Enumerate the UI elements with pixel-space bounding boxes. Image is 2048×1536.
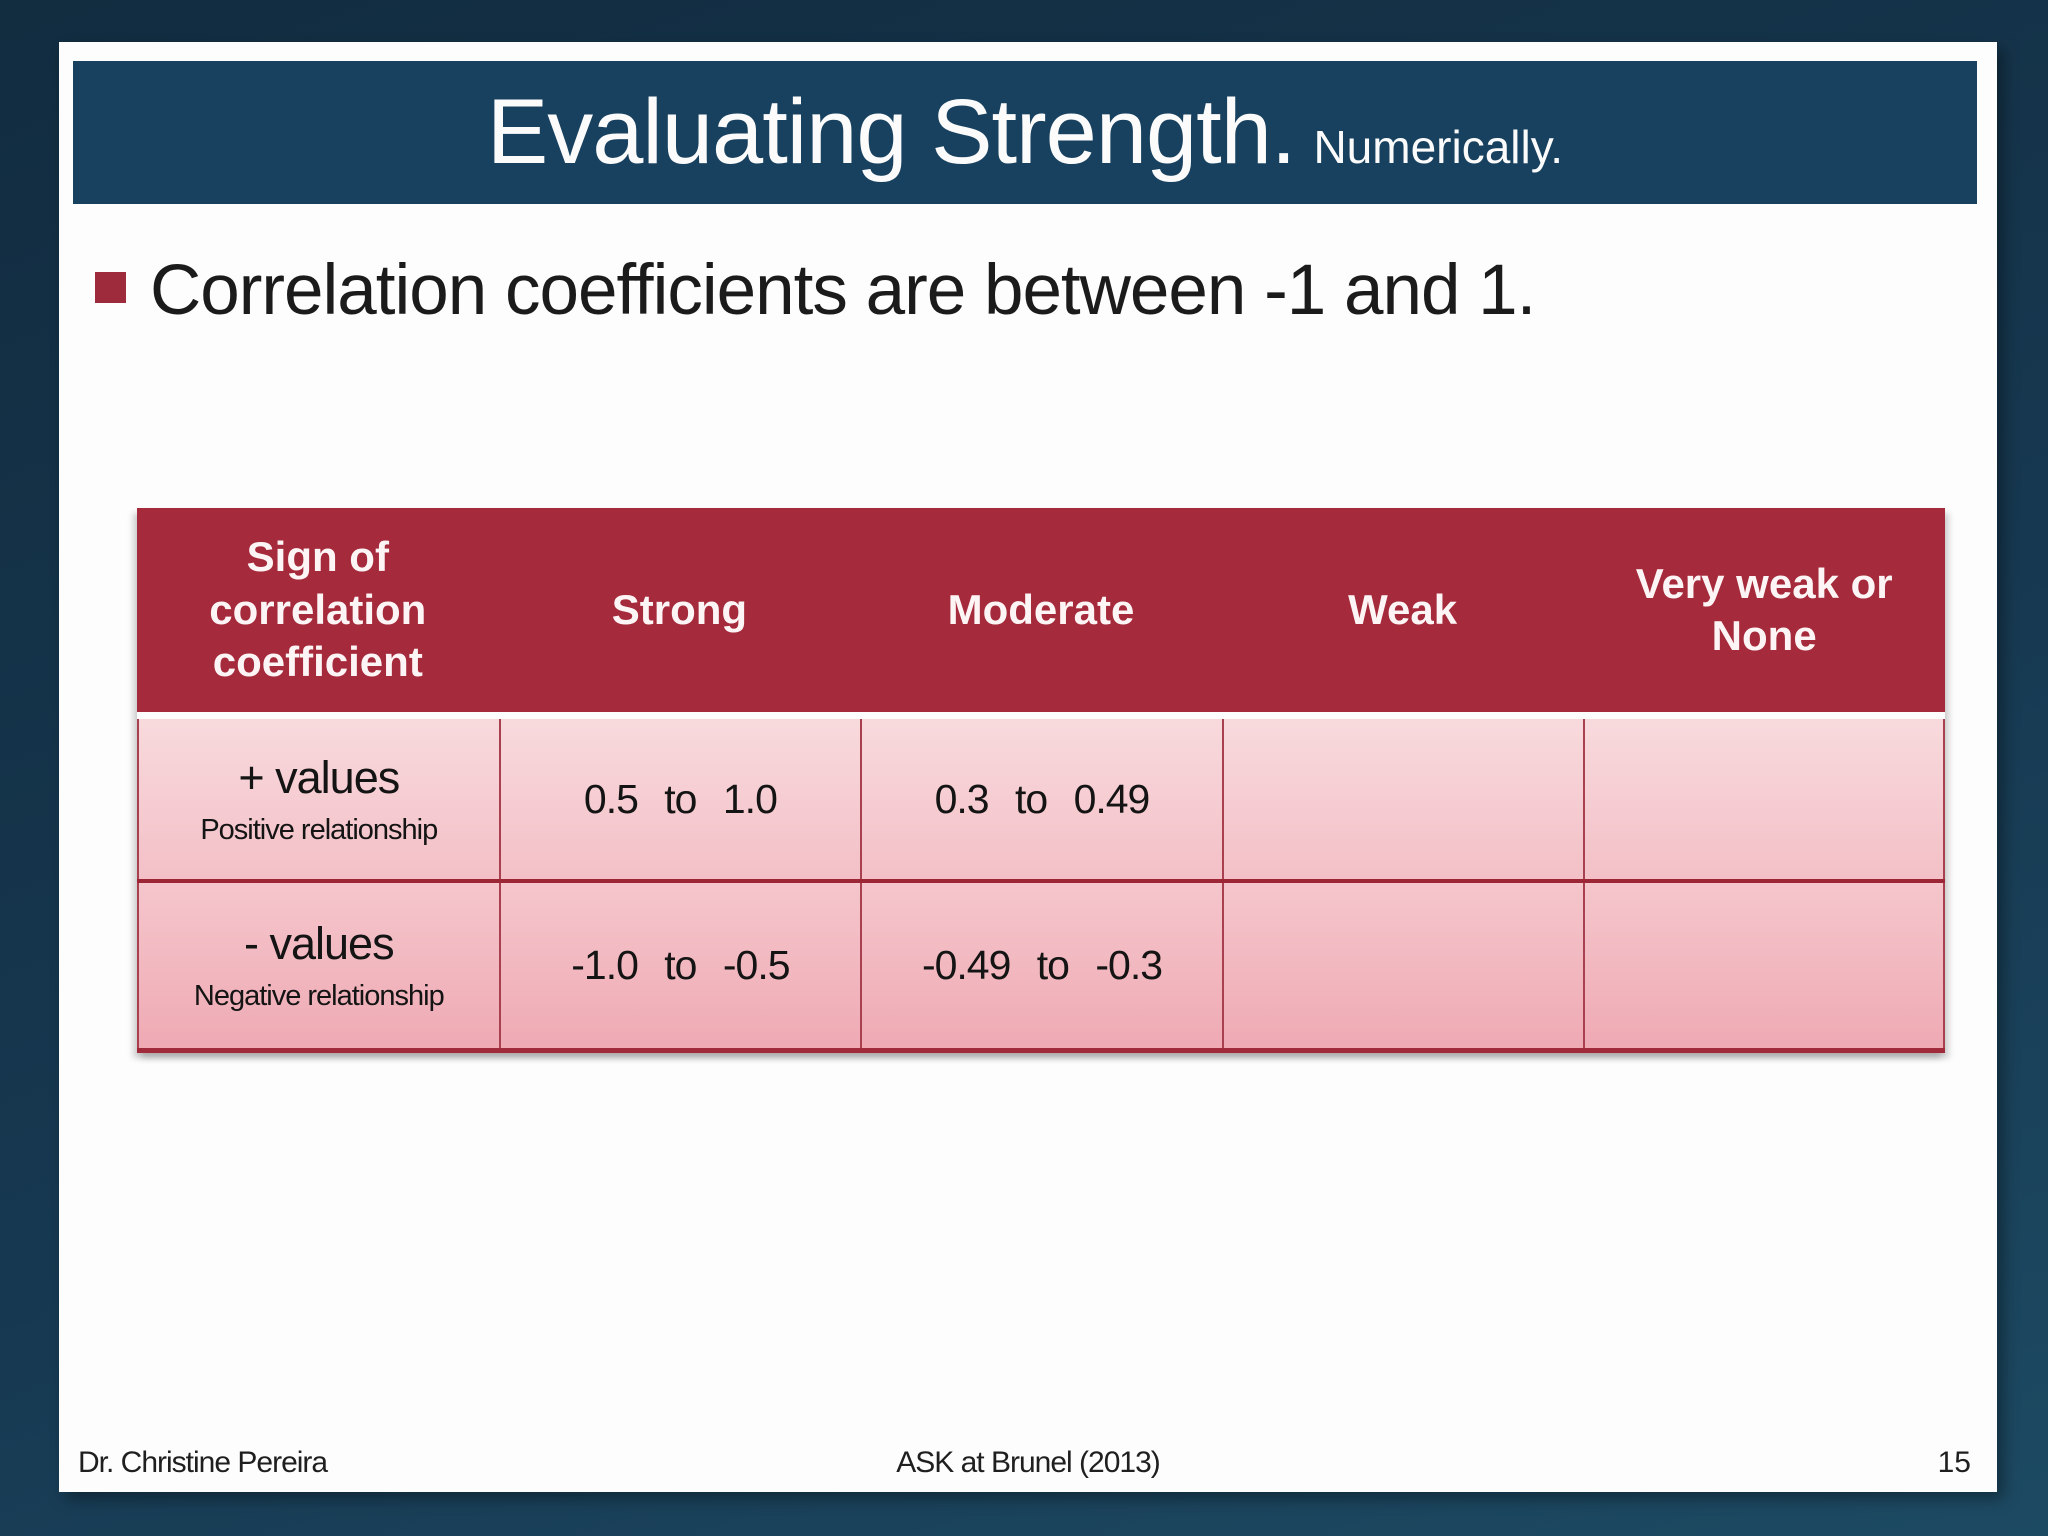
table-row-separator bbox=[137, 879, 1945, 883]
bullet-text: Correlation coefficients are between -1 … bbox=[150, 251, 1536, 330]
cell-positive-moderate: 0.3 to 0.49 bbox=[860, 719, 1222, 879]
cell-negative-moderate: -0.49 to -0.3 bbox=[860, 883, 1222, 1048]
table-header-gap bbox=[137, 712, 1945, 719]
table-row-positive: + values Positive relationship 0.5 to 1.… bbox=[137, 719, 1945, 879]
footer-source: ASK at Brunel (2013) bbox=[896, 1446, 1161, 1479]
slide-footer: Dr. Christine Pereira ASK at Brunel (201… bbox=[59, 1440, 1997, 1480]
cell-positive-sublabel: Positive relationship bbox=[200, 813, 438, 846]
footer-author: Dr. Christine Pereira bbox=[78, 1446, 328, 1479]
table-bottom-border bbox=[137, 1048, 1945, 1053]
cell-negative-sign: - values Negative relationship bbox=[137, 883, 499, 1048]
table-header-very-weak: Very weak or None bbox=[1635, 559, 1893, 660]
table-header-weak: Weak bbox=[1348, 585, 1458, 633]
cell-positive-very-weak bbox=[1583, 719, 1945, 879]
cell-positive-label: + values bbox=[238, 751, 400, 803]
cell-positive-weak bbox=[1221, 719, 1584, 879]
slide: Evaluating Strength. Numerically. Correl… bbox=[59, 42, 1997, 1492]
cell-negative-very-weak bbox=[1583, 883, 1945, 1048]
table-header-strong: Strong bbox=[611, 585, 748, 633]
cell-negative-label: - values bbox=[244, 918, 395, 969]
correlation-strength-table: Sign of correlation coefficient Strong M… bbox=[137, 508, 1945, 1053]
slide-title-suffix: Numerically. bbox=[1313, 121, 1564, 173]
cell-negative-weak bbox=[1221, 883, 1584, 1048]
cell-negative-moderate-value: -0.49 to -0.3 bbox=[921, 942, 1163, 988]
bullet-square-icon bbox=[95, 272, 126, 303]
cell-positive-moderate-value: 0.3 to 0.49 bbox=[934, 775, 1151, 822]
cell-positive-strong: 0.5 to 1.0 bbox=[498, 719, 861, 879]
table-header-moderate: Moderate bbox=[947, 585, 1135, 633]
cell-positive-sign: + values Positive relationship bbox=[137, 719, 499, 879]
slide-title: Evaluating Strength. bbox=[486, 81, 1297, 183]
cell-negative-sublabel: Negative relationship bbox=[193, 980, 445, 1012]
cell-negative-strong: -1.0 to -0.5 bbox=[498, 883, 861, 1048]
cell-positive-strong-value: 0.5 to 1.0 bbox=[583, 775, 778, 822]
table-row-negative: - values Negative relationship -1.0 to -… bbox=[137, 883, 1945, 1048]
bullet-line: Correlation coefficients are between -1 … bbox=[95, 238, 1955, 343]
slide-page-number: 15 bbox=[1937, 1446, 1971, 1479]
table-header-row: Sign of correlation coefficient Strong M… bbox=[137, 508, 1945, 712]
table-header-sign: Sign of correlation coefficient bbox=[209, 533, 427, 686]
cell-negative-strong-value: -1.0 to -0.5 bbox=[571, 942, 790, 988]
slide-title-bar: Evaluating Strength. Numerically. bbox=[73, 61, 1977, 204]
